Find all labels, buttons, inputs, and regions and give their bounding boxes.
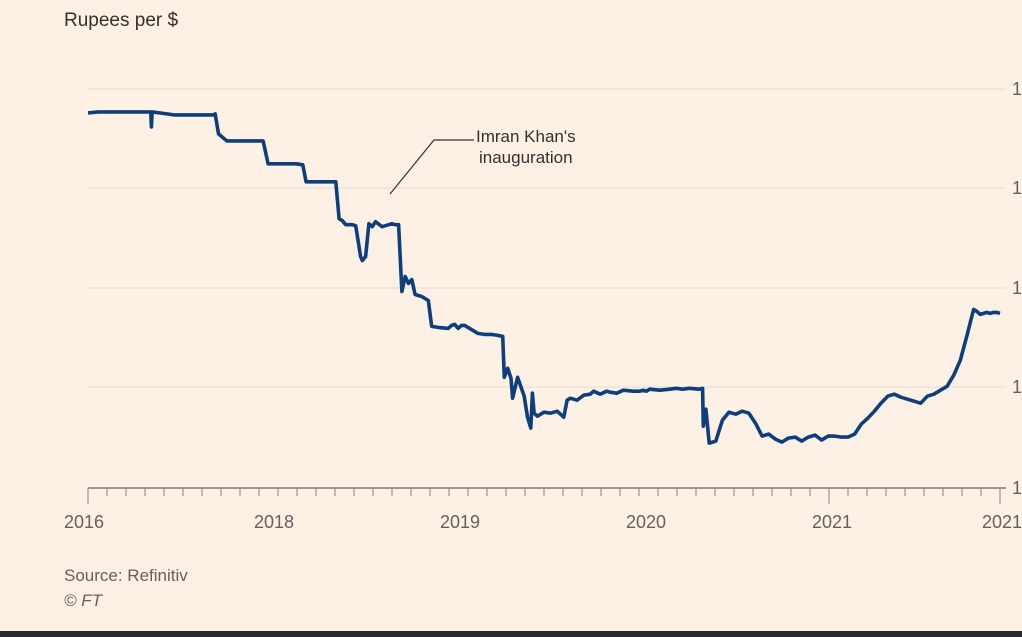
y-tick-label: 1 <box>1012 478 1022 498</box>
y-axis-label: Rupees per $ <box>64 10 179 31</box>
x-tick-label: 2020 <box>626 512 666 532</box>
x-tick-label: 2019 <box>440 512 480 532</box>
exchange-rate-line <box>87 110 1001 445</box>
annotation-inauguration: Imran Khan's inauguration <box>389 127 576 195</box>
y-tick-label: 1 <box>1012 278 1022 298</box>
annotation-line1: Imran Khan's <box>476 127 576 146</box>
annotation-line2: inauguration <box>479 148 573 167</box>
copyright-label: © FT <box>64 591 103 610</box>
y-tick-labels: 1 1 1 1 1 <box>1012 79 1022 498</box>
bottom-bar <box>0 631 1022 637</box>
y-tick-label: 1 <box>1012 377 1022 397</box>
x-tick-label: 2016 <box>64 512 104 532</box>
x-axis <box>87 487 1006 504</box>
y-tick-label: 1 <box>1012 79 1022 99</box>
gridlines <box>88 88 1006 388</box>
x-tick-label: 2018 <box>254 512 294 532</box>
x-tick-labels: 2016 2018 2019 2020 2021 2021 <box>64 512 1022 532</box>
annotation-leader-line <box>389 139 474 195</box>
y-tick-label: 1 <box>1012 178 1022 198</box>
x-tick-label: 2021 <box>982 512 1022 532</box>
source-label: Source: Refinitiv <box>64 566 188 585</box>
x-tick-label: 2021 <box>812 512 852 532</box>
